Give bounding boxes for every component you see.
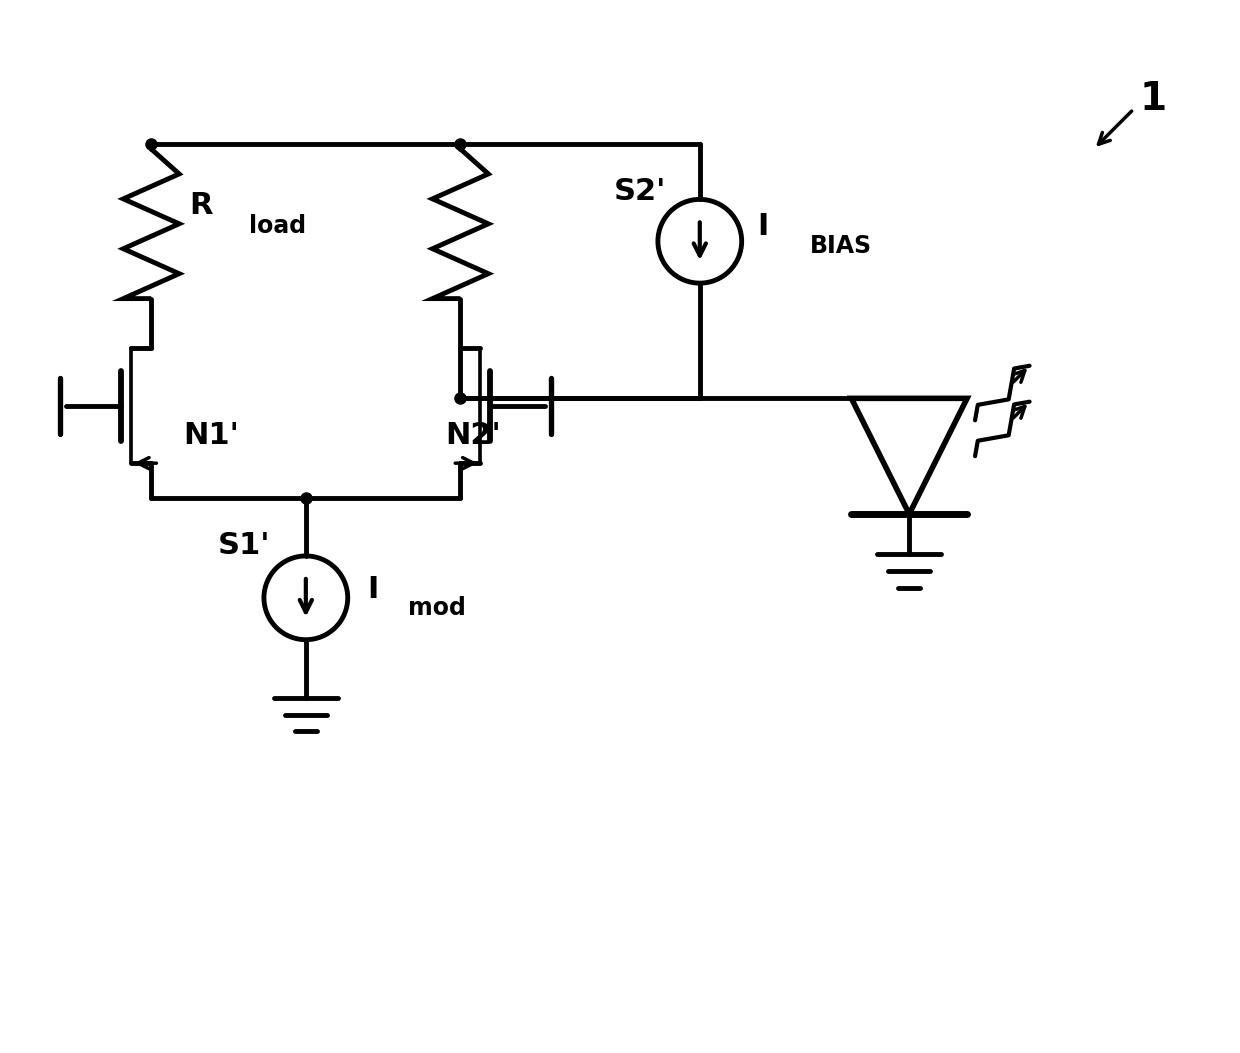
Text: mod: mod — [408, 596, 465, 620]
Text: 1: 1 — [1140, 80, 1167, 118]
Text: R: R — [190, 192, 212, 220]
Text: I: I — [368, 575, 379, 604]
Text: load: load — [249, 214, 306, 238]
Text: I: I — [758, 212, 769, 241]
Text: N2': N2' — [445, 421, 501, 451]
Text: BIAS: BIAS — [810, 234, 872, 258]
Text: S1': S1' — [218, 532, 270, 560]
Text: S2': S2' — [614, 177, 666, 206]
Text: N1': N1' — [184, 421, 239, 451]
